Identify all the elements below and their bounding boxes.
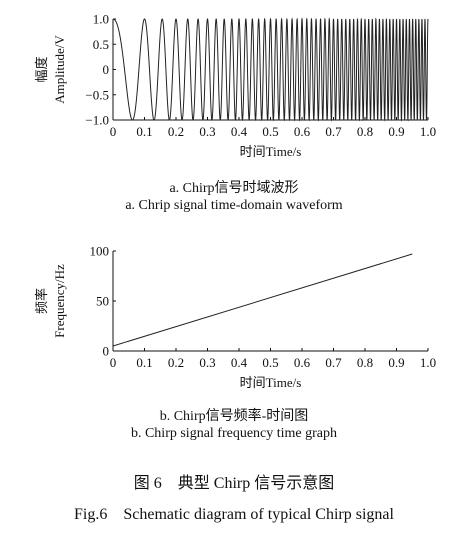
a-x-tick-label: 0.9 xyxy=(388,124,404,139)
b-x-tick-label: 0.2 xyxy=(168,355,184,370)
chart-a-x-ticks: 0 0.1 0.2 0.3 0.4 0.5 0.6 0.7 0.8 0.9 1.0 xyxy=(110,117,436,139)
a-y-tick-label: 0.5 xyxy=(93,37,109,52)
a-x-tick-label: 0.4 xyxy=(231,124,248,139)
chart-b-frequency-line xyxy=(112,253,413,347)
b-x-tick-label: 1.0 xyxy=(420,355,436,370)
a-x-tick-label: 0 xyxy=(110,124,117,139)
a-x-tick-label: 0.3 xyxy=(199,124,215,139)
chart-b-y-label-cn: 频率 xyxy=(34,288,49,314)
chart-a-caption-cn: a. Chirp信号时域波形 xyxy=(169,181,299,196)
chart-b-caption-en: b. Chirp signal frequency time graph xyxy=(130,426,338,441)
b-y-tick-label: 50 xyxy=(96,294,109,309)
b-x-tick-label: 0.4 xyxy=(231,355,248,370)
b-x-tick-label: 0.6 xyxy=(294,355,311,370)
chart-b-x-label: 时间Time/s xyxy=(240,375,302,390)
b-x-tick-label: 0.8 xyxy=(357,355,373,370)
b-x-tick-label: 0.1 xyxy=(136,355,152,370)
chart-a-y-label-en: Amplitude/V xyxy=(52,35,67,104)
b-x-tick-label: 0 xyxy=(110,355,117,370)
chart-a-waveform-line xyxy=(113,17,429,122)
figure-caption-en: Fig.6 Schematic diagram of typical Chirp… xyxy=(74,506,394,523)
b-y-tick-label: 0 xyxy=(103,344,110,359)
a-x-tick-label: 0.6 xyxy=(294,124,311,139)
chart-b-caption-cn: b. Chirp信号频率-时间图 xyxy=(159,409,309,424)
b-y-tick-label: 100 xyxy=(90,244,110,259)
chart-a-y-label-cn: 幅度 xyxy=(34,56,49,82)
a-x-tick-label: 0.1 xyxy=(136,124,152,139)
chart-b-y-ticks: 100 50 0 xyxy=(90,244,116,359)
b-x-tick-label: 0.7 xyxy=(325,355,342,370)
chart-b-y-label-en: Frequency/Hz xyxy=(52,264,67,338)
a-x-tick-label: 1.0 xyxy=(420,124,436,139)
a-y-tick-label: −1.0 xyxy=(85,113,109,128)
a-x-tick-label: 0.2 xyxy=(168,124,184,139)
chart-b-x-ticks: 0 0.1 0.2 0.3 0.4 0.5 0.6 0.7 0.8 0.9 1.0 xyxy=(110,348,436,370)
a-x-tick-label: 0.8 xyxy=(357,124,373,139)
b-x-tick-label: 0.5 xyxy=(262,355,278,370)
chart-a-caption-en: a. Chrip signal time-domain waveform xyxy=(125,198,343,213)
chart-a-x-label: 时间Time/s xyxy=(240,144,302,159)
a-y-tick-label: 1.0 xyxy=(93,12,109,27)
a-x-tick-label: 0.7 xyxy=(325,124,342,139)
chart-a-y-ticks: 1.0 0.5 0 −0.5 −1.0 xyxy=(85,12,116,128)
chart-a: 0 0.1 0.2 0.3 0.4 0.5 0.6 0.7 0.8 0.9 1.0 1.00.50−… xyxy=(34,12,436,160)
a-y-tick-label: −0.5 xyxy=(85,87,109,102)
figure-caption-cn: 图 6 典型 Chirp 信号示意图 xyxy=(133,475,335,492)
a-x-tick-label: 0.5 xyxy=(262,124,278,139)
b-x-tick-label: 0.9 xyxy=(388,355,404,370)
chart-b: 0 0.1 0.2 0.3 0.4 0.5 0.6 0.7 0.8 0.9 1.0 100 50 0 时… xyxy=(34,244,436,391)
a-y-tick-label: 0 xyxy=(103,62,110,77)
b-x-tick-label: 0.3 xyxy=(199,355,215,370)
